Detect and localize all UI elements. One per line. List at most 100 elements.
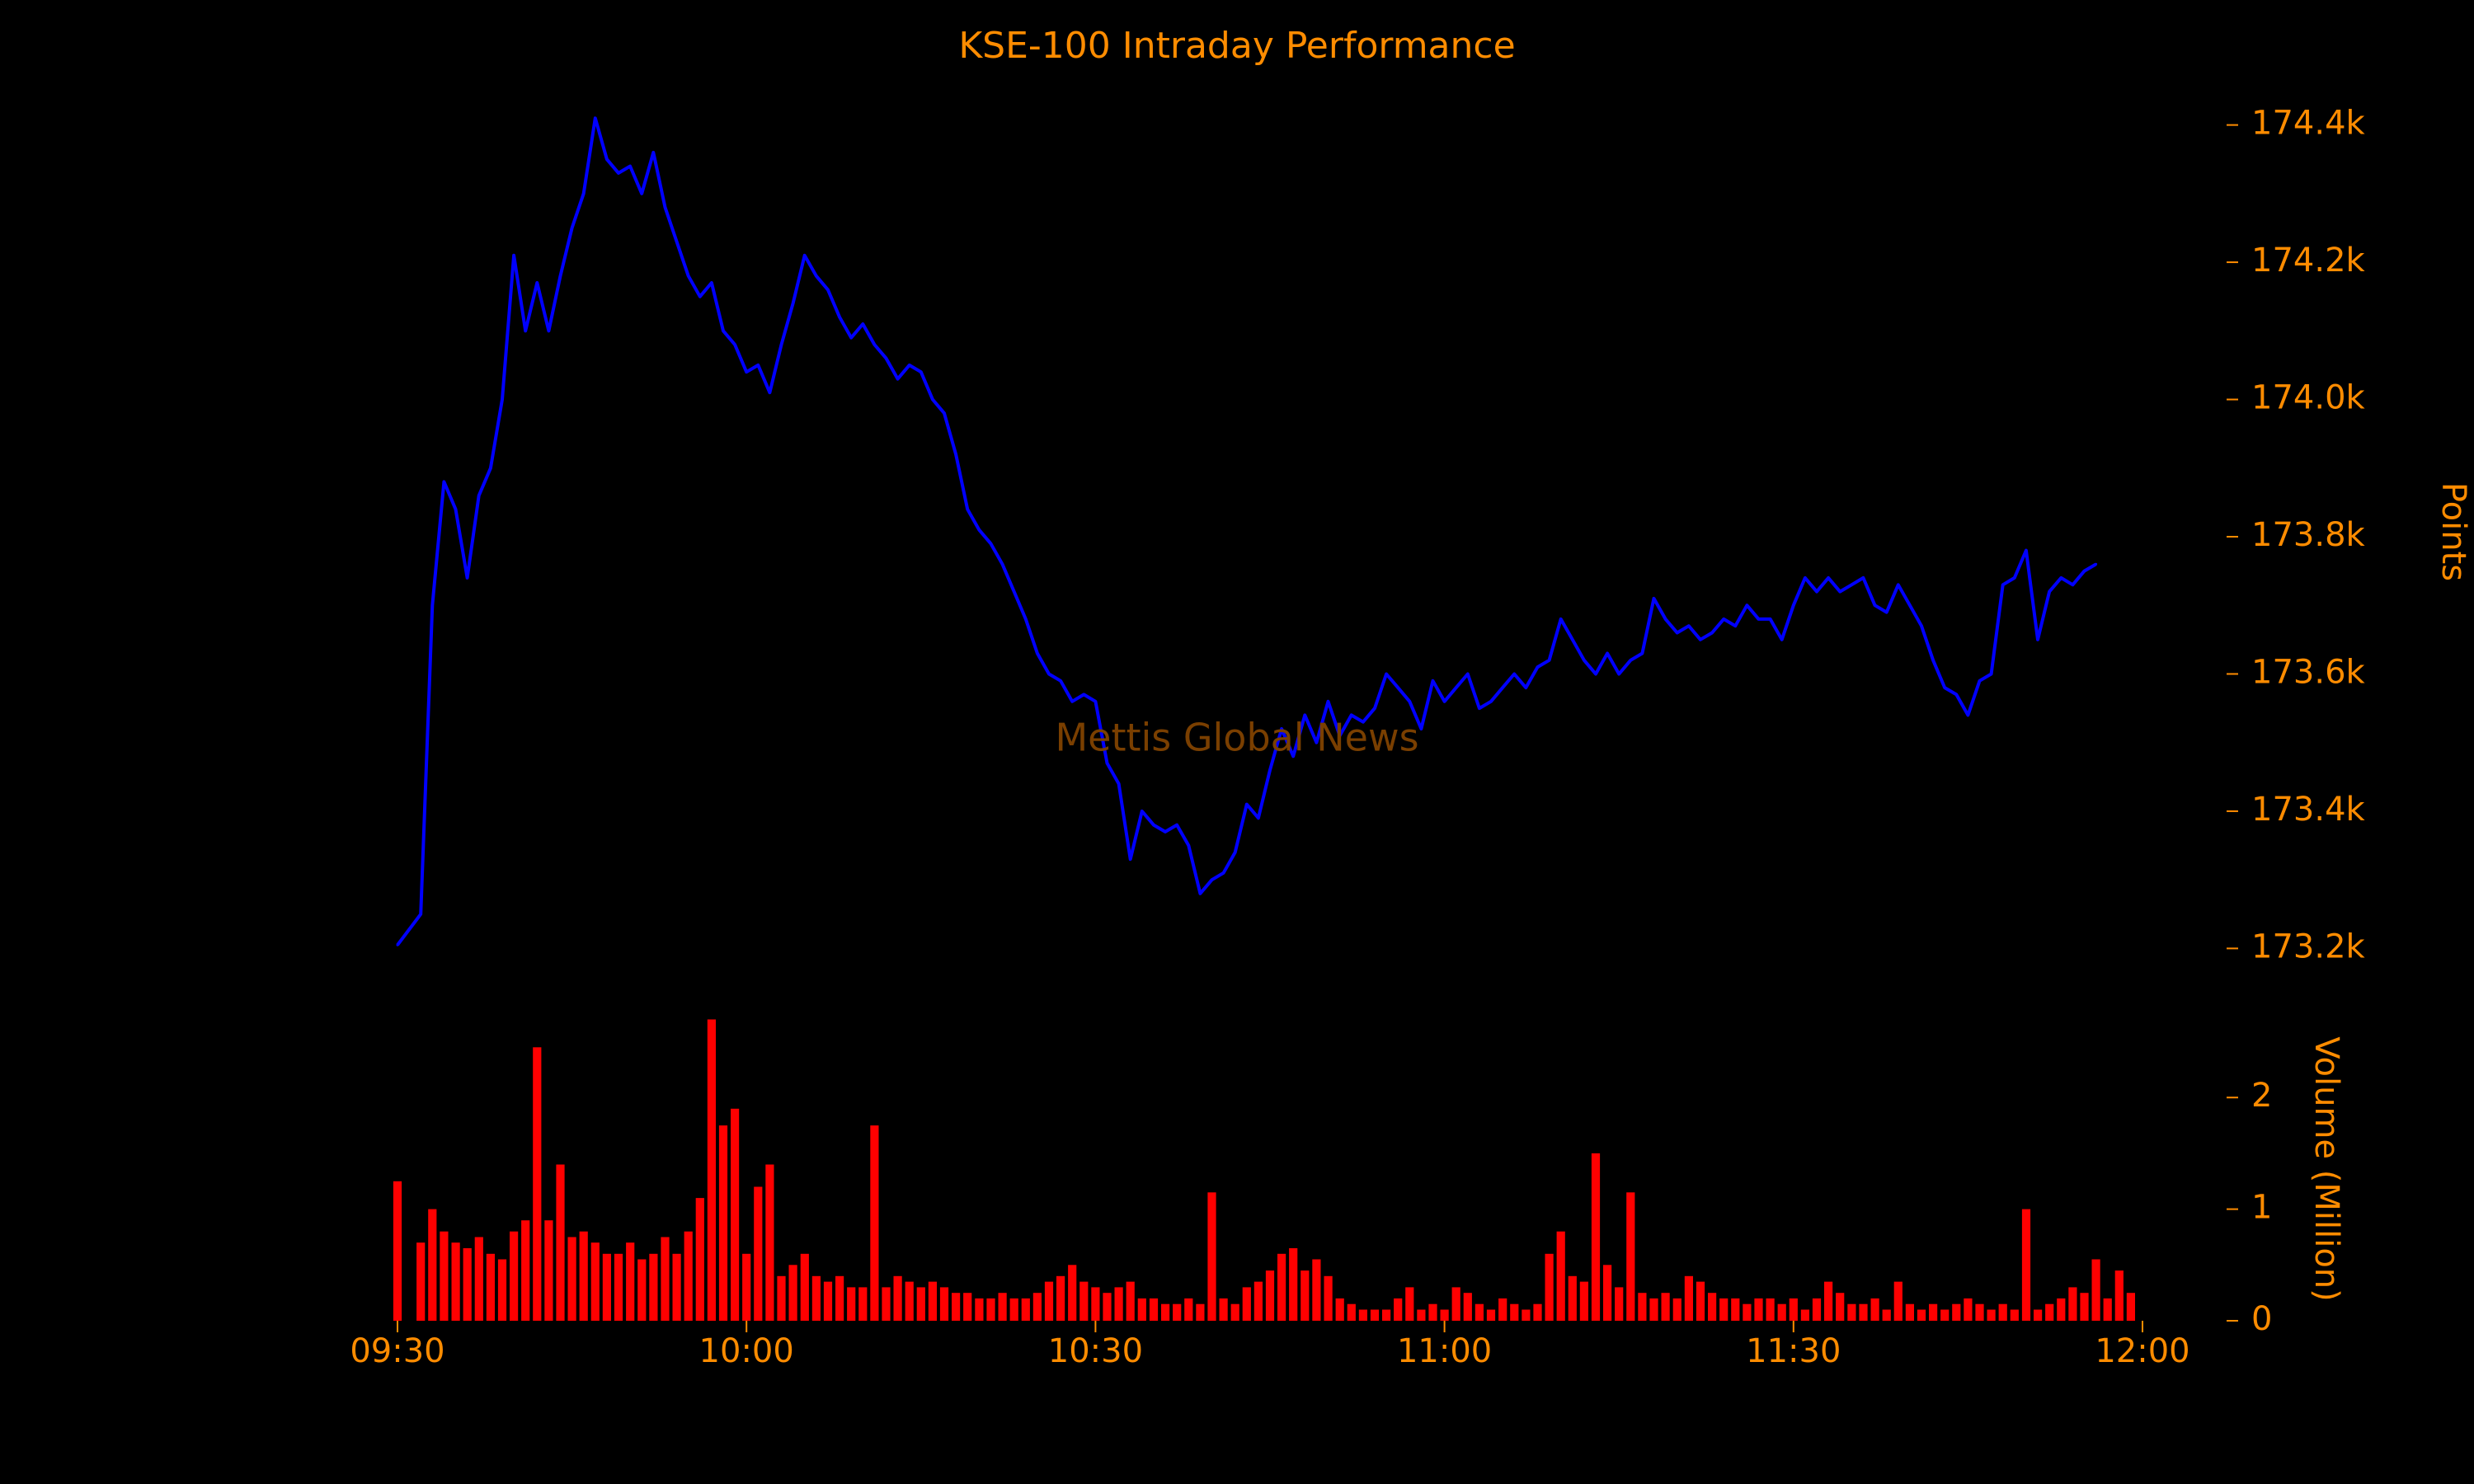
price-point: [1408, 700, 1411, 703]
volume-bar: [1847, 1303, 1856, 1321]
volume-bar: [2091, 1259, 2100, 1321]
volume-bar: [2114, 1270, 2124, 1321]
price-point: [1094, 700, 1097, 703]
price-tick-label: 174.2k: [2251, 242, 2366, 279]
volume-bar: [614, 1253, 623, 1321]
price-point: [1687, 624, 1691, 627]
price-point: [1769, 618, 1772, 621]
price-point: [803, 254, 807, 257]
price-tick-label: 173.2k: [2251, 928, 2366, 965]
price-tick-label: 173.6k: [2251, 653, 2366, 691]
price-point: [1315, 741, 1318, 744]
volume-bar: [1265, 1270, 1275, 1321]
price-point: [1327, 700, 1329, 703]
price-point: [1455, 686, 1458, 689]
volume-bar: [1522, 1309, 1531, 1321]
volume-bar: [626, 1242, 635, 1321]
volume-bar: [1137, 1298, 1146, 1321]
volume-bar: [1196, 1303, 1205, 1321]
volume-bar: [1068, 1265, 1077, 1321]
price-point: [849, 336, 853, 340]
volume-bar: [847, 1287, 856, 1321]
volume-bar: [649, 1253, 658, 1321]
volume-bar: [1672, 1298, 1681, 1321]
price-point: [2013, 576, 2016, 580]
price-point: [1640, 652, 1644, 655]
volume-bar: [811, 1275, 821, 1321]
price-axis-label: Points: [2434, 482, 2472, 581]
volume-bar: [1079, 1281, 1089, 1321]
volume-bar: [2080, 1293, 2089, 1321]
price-point: [1722, 618, 1725, 621]
volume-bar: [533, 1047, 542, 1321]
price-point: [1780, 638, 1784, 641]
volume-bar: [2034, 1309, 2043, 1321]
price-point: [861, 322, 864, 326]
price-point: [1070, 700, 1074, 703]
volume-bar: [1312, 1259, 1321, 1321]
price-point: [1280, 727, 1283, 730]
price-point: [1524, 686, 1527, 689]
price-point: [651, 151, 655, 154]
price-point: [1234, 851, 1237, 854]
volume-bar: [2021, 1209, 2031, 1321]
price-point: [1990, 673, 1993, 675]
price-point: [1571, 638, 1574, 641]
volume-bar: [1626, 1192, 1635, 1321]
volume-bar: [1417, 1309, 1426, 1321]
price-point: [419, 913, 422, 916]
volume-bar: [975, 1298, 984, 1321]
price-point: [1874, 603, 1876, 607]
volume-bar: [823, 1281, 833, 1321]
volume-bar: [1056, 1275, 1065, 1321]
price-point: [1106, 762, 1108, 765]
price-point: [792, 302, 795, 305]
price-tick-label: 174.0k: [2251, 379, 2366, 417]
price-point: [1594, 673, 1597, 675]
price-point: [966, 508, 969, 511]
price-point: [1291, 754, 1295, 758]
price-point: [1850, 583, 1853, 586]
price-point: [594, 116, 597, 120]
price-point: [780, 343, 783, 346]
price-point: [1187, 844, 1190, 847]
price-point: [1757, 618, 1760, 621]
volume-bar: [1929, 1303, 1938, 1321]
volume-bar: [1661, 1293, 1670, 1321]
price-point: [1385, 673, 1388, 675]
volume-bar: [835, 1275, 844, 1321]
price-point: [896, 378, 900, 381]
volume-bar: [544, 1220, 553, 1321]
volume-bar: [1463, 1293, 1472, 1321]
price-point: [675, 240, 679, 243]
price-point: [954, 453, 957, 456]
watermark-text: Mettis Global News: [1055, 716, 1418, 760]
volume-bar: [1300, 1270, 1310, 1321]
volume-bar: [998, 1293, 1007, 1321]
chart-title: KSE-100 Intraday Performance: [958, 25, 1515, 67]
volume-bar: [765, 1164, 774, 1321]
volume-bar: [1893, 1281, 1903, 1321]
volume-bar: [521, 1220, 530, 1321]
volume-bar: [1161, 1303, 1170, 1321]
price-point: [756, 364, 760, 367]
price-point: [1141, 810, 1144, 813]
volume-bar: [1533, 1303, 1542, 1321]
price-tick-label: 173.4k: [2251, 791, 2366, 829]
volume-bar: [451, 1242, 460, 1321]
volume-bar: [2126, 1293, 2135, 1321]
volume-bar: [939, 1287, 949, 1321]
volume-bar: [1173, 1303, 1182, 1321]
volume-bar: [1358, 1309, 1367, 1321]
volume-bar: [1591, 1153, 1601, 1321]
price-panel: 173.2k 173.4k 173.6k 173.8k 174.0k 174.2k 174.…: [396, 105, 2472, 965]
price-point: [1699, 638, 1702, 641]
price-tick-label: 174.4k: [2251, 105, 2366, 143]
volume-bar: [1743, 1303, 1752, 1321]
price-point: [1443, 700, 1446, 703]
price-point: [547, 329, 550, 332]
price-point: [1362, 721, 1365, 724]
volume-bar: [928, 1281, 937, 1321]
price-point: [2048, 590, 2051, 594]
volume-bar: [2045, 1303, 2054, 1321]
